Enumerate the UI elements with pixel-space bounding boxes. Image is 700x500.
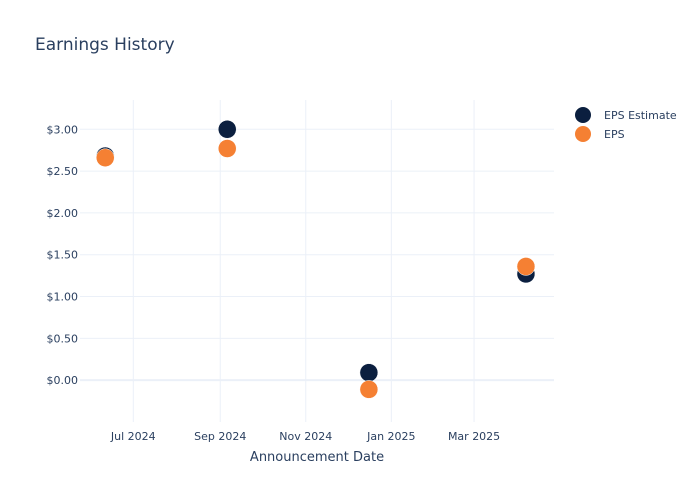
legend-marker[interactable] [575, 107, 591, 123]
x-tick-label: Jul 2024 [110, 430, 156, 443]
x-tick-label: Nov 2024 [279, 430, 332, 443]
y-tick-label: $3.00 [47, 123, 79, 136]
data-points [95, 120, 536, 399]
x-axis-title: Announcement Date [250, 450, 384, 465]
x-axis-ticks: Jul 2024 Sep 2024 Nov 2024 Jan 2025 Mar 2025 [110, 430, 500, 443]
y-axis-ticks: $0.00 $0.50 $1.00 $1.50 $2.00 $2.50 $3.00 [47, 123, 79, 387]
legend[interactable]: EPS Estimate EPS [575, 107, 677, 142]
eps-point[interactable] [516, 257, 536, 276]
eps-point[interactable] [359, 380, 379, 399]
eps-estimate-point[interactable] [359, 363, 379, 382]
legend-marker[interactable] [575, 126, 591, 142]
y-tick-label: $0.00 [47, 374, 79, 387]
eps-estimate-point[interactable] [217, 120, 237, 139]
chart-title: Earnings History [35, 35, 175, 55]
y-tick-label: $1.00 [47, 291, 79, 304]
eps-point[interactable] [217, 139, 237, 158]
x-tick-label: Mar 2025 [448, 430, 500, 443]
y-tick-label: $2.00 [47, 207, 79, 220]
grid [80, 100, 554, 422]
eps-point[interactable] [95, 148, 115, 167]
y-tick-label: $0.50 [47, 332, 79, 345]
x-tick-label: Sep 2024 [194, 430, 246, 443]
y-tick-label: $2.50 [47, 165, 79, 178]
legend-label[interactable]: EPS Estimate [604, 109, 677, 122]
y-tick-label: $1.50 [47, 249, 79, 262]
legend-label[interactable]: EPS [604, 128, 625, 141]
x-tick-label: Jan 2025 [366, 430, 415, 443]
